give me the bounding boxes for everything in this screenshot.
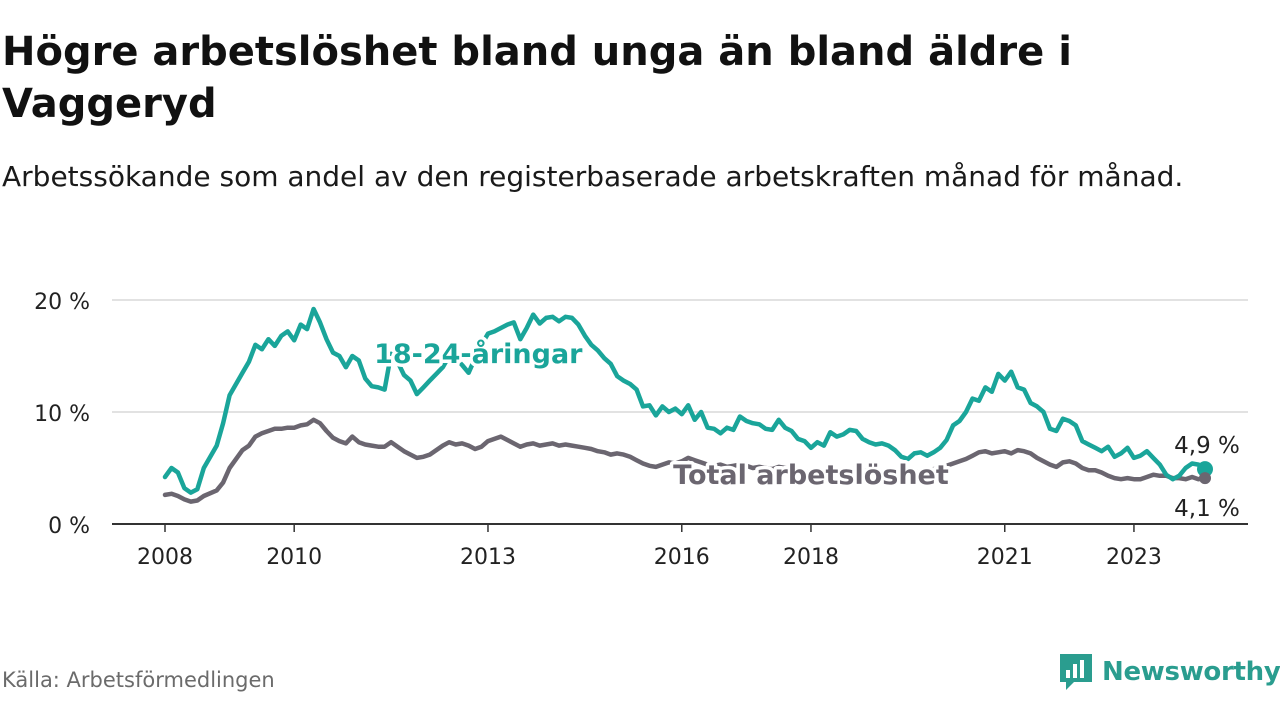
- y-tick-label: 10 %: [34, 402, 90, 427]
- x-tick-label: 2023: [1106, 545, 1162, 570]
- series-label-youth: 18-24-åringar: [374, 338, 583, 370]
- series-layer: [162, 306, 1213, 504]
- end-label-total: 4,1 %: [1174, 496, 1240, 522]
- x-tick-label: 2021: [977, 545, 1033, 570]
- x-tick-label: 2018: [783, 545, 839, 570]
- x-tick-label: 2016: [654, 545, 710, 570]
- series-line-youth: [162, 306, 1208, 495]
- source-note: Källa: Arbetsförmedlingen: [2, 668, 275, 692]
- chart-title: Högre arbetslöshet bland unga än bland ä…: [2, 29, 1072, 127]
- newsworthy-logo-icon: [1060, 654, 1092, 690]
- label-layer: 4,9 % 4,1 % 18-24-åringar Total arbetslöshe…: [371, 335, 1240, 523]
- end-point-youth: [1197, 461, 1213, 478]
- series-label-total: Total arbetslöshet: [673, 460, 949, 491]
- x-tick-label: 2008: [137, 545, 193, 570]
- x-tick-label: 2013: [460, 545, 516, 570]
- series-line-total: [162, 417, 1208, 504]
- brand-name: Newsworthy: [1102, 657, 1280, 687]
- end-label-youth: 4,9 %: [1174, 433, 1240, 459]
- chart-subtitle: Arbetssökande som andel av den registerb…: [2, 160, 1184, 193]
- end-point-total: [1199, 472, 1211, 485]
- y-tick-label: 20 %: [34, 290, 90, 315]
- x-tick-label: 2010: [266, 545, 322, 570]
- y-tick-label: 0 %: [48, 514, 90, 539]
- brand-logo: Newsworthy: [1058, 652, 1280, 692]
- axis-layer: 0 % 10 % 20 % 2008 2010 2013 2016 2018 2021 2023: [34, 290, 1248, 570]
- grid-layer: [112, 299, 1248, 413]
